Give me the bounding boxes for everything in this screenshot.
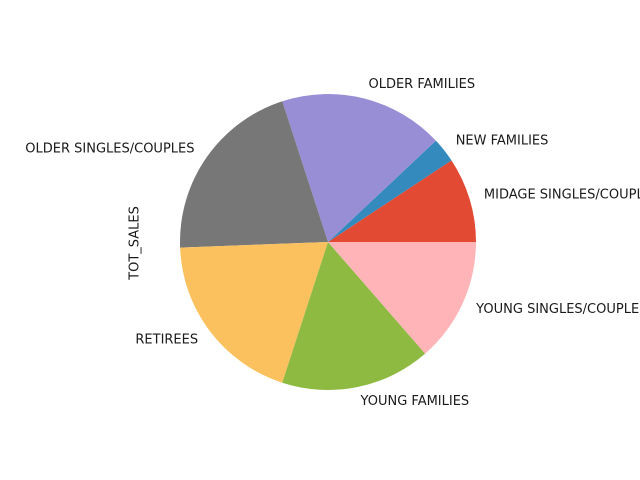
pie-slice-young-singles-couples bbox=[328, 242, 476, 354]
pie-slice-midage-singles-couples bbox=[328, 160, 476, 242]
pie-labels: MIDAGE SINGLES/COUPLES NEW FAMILIES OLDER … bbox=[25, 77, 640, 409]
pie-slice-retirees bbox=[180, 242, 328, 383]
pie-slice-older-families bbox=[282, 93, 436, 242]
pie-label-older-families: OLDER FAMILIES bbox=[368, 77, 475, 92]
y-axis-label: TOT_SALES bbox=[128, 206, 143, 281]
pie-label-new-families: NEW FAMILIES bbox=[456, 134, 549, 149]
pie-slice-older-singles-couples bbox=[180, 101, 328, 248]
pie-slices bbox=[180, 93, 476, 391]
pie-slice-new-families bbox=[328, 140, 452, 242]
pie-label-young-families: YOUNG FAMILIES bbox=[360, 394, 470, 409]
pie-label-retirees: RETIREES bbox=[135, 333, 198, 348]
pie-label-older-singles-couples: OLDER SINGLES/COUPLES bbox=[25, 141, 194, 156]
pie-label-young-singles-couples: YOUNG SINGLES/COUPLES bbox=[475, 302, 640, 317]
pie-label-midage-singles-couples: MIDAGE SINGLES/COUPLES bbox=[484, 188, 640, 203]
pie-slice-young-families bbox=[282, 242, 426, 391]
